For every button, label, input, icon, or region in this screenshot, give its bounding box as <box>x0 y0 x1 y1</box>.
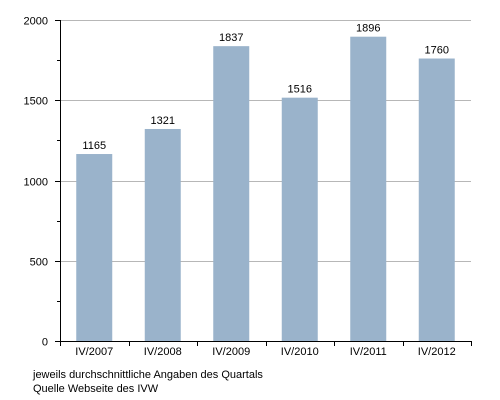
x-tick-label: IV/2011 <box>350 346 387 358</box>
bar <box>418 58 455 342</box>
bar <box>213 46 250 341</box>
data-label: 1516 <box>288 84 312 96</box>
bar <box>144 128 181 341</box>
bar-chart: 0 500 1000 1500 2000 1165 IV/2007 1321 IV/2008 18… <box>24 16 472 359</box>
bar <box>76 154 113 341</box>
note-line-1: jeweils durchschnittliche Angaben des Qu… <box>33 369 263 381</box>
y-tick-label: 2000 <box>24 16 48 28</box>
x-tick-label: IV/2009 <box>212 346 250 358</box>
axes <box>60 20 471 346</box>
y-tick-label: 0 <box>42 337 48 349</box>
y-tick-label: 1500 <box>24 96 48 108</box>
note-line-2: Quelle Webseite des IVW <box>33 383 159 395</box>
x-tick-label: IV/2012 <box>418 346 456 358</box>
labels: 0 500 1000 1500 2000 1165 IV/2007 1321 IV/2008 18… <box>24 16 456 359</box>
chart-notes: jeweils durchschnittliche Angaben des Qu… <box>33 368 263 396</box>
x-tick-label: IV/2010 <box>281 346 319 358</box>
data-label: 1321 <box>151 115 175 127</box>
bar <box>350 36 387 341</box>
x-tick-label: IV/2007 <box>75 346 113 358</box>
gridlines <box>55 20 472 346</box>
data-label: 1896 <box>356 23 380 35</box>
bars <box>76 36 455 342</box>
y-tick-label: 1000 <box>24 177 48 189</box>
bar <box>281 97 318 341</box>
data-label: 1760 <box>425 45 449 57</box>
data-label: 1837 <box>219 32 243 44</box>
data-label: 1165 <box>82 140 106 152</box>
y-tick-label: 500 <box>30 257 48 269</box>
x-tick-label: IV/2008 <box>144 346 182 358</box>
